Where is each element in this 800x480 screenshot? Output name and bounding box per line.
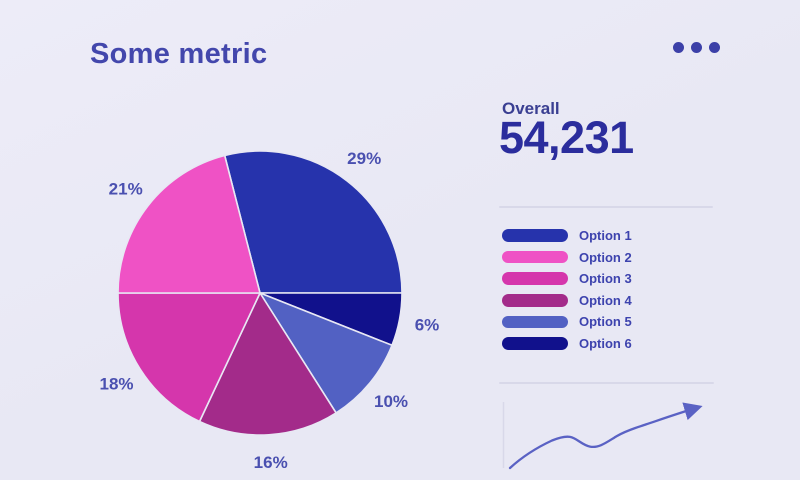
ellipsis-icon [709,42,720,53]
more-options-button[interactable] [671,40,722,55]
legend-swatch [502,337,568,350]
legend-swatch [502,315,568,329]
sparkline-path [508,402,703,470]
pie-slice-option-5[interactable] [258,291,394,415]
page-title: Some metric [90,38,268,70]
divider [499,382,714,384]
legend-item-option-6[interactable]: Option 6 [502,336,632,351]
pie-slice-option-3[interactable] [117,292,262,423]
pie-slice-option-4[interactable] [198,291,338,436]
ellipsis-icon [691,42,702,53]
legend-label: Option 5 [579,314,632,330]
legend-item-option-2[interactable]: Option 2 [502,250,632,265]
overall-value: 54,231 [499,112,634,163]
pie-slice-option-2[interactable] [117,154,262,294]
legend-swatch [502,229,568,242]
pie-data-label-option-2: 21% [109,179,143,198]
legend-item-option-5[interactable]: Option 5 [502,314,632,329]
ellipsis-icon [673,42,684,53]
pie-slice-option-1[interactable] [223,150,403,294]
legend: Option 1 Option 2 Option 3 Option 4 Opti… [502,228,632,351]
legend-label: Option 4 [579,292,632,308]
legend-item-option-3[interactable]: Option 3 [502,271,632,286]
pie-data-label-option-6: 6% [415,315,440,334]
legend-label: Option 6 [579,335,632,351]
pie-data-label-option-3: 18% [99,375,133,394]
trend-sparkline [502,402,703,470]
legend-item-option-4[interactable]: Option 4 [502,293,632,308]
legend-swatch [502,272,568,285]
pie-chart[interactable]: 29% 6% 10% 16% 18% 21% [55,140,465,480]
pie-data-label-option-1: 29% [347,149,381,168]
divider [499,206,713,208]
legend-label: Option 3 [579,271,632,287]
legend-item-option-1[interactable]: Option 1 [502,228,632,243]
pie-data-label-option-4: 16% [254,453,288,472]
legend-label: Option 1 [579,228,632,243]
legend-swatch [502,250,568,264]
pie-data-label-option-5: 10% [374,392,408,411]
legend-swatch [502,294,568,307]
overall-label: Overall [502,99,560,118]
legend-label: Option 2 [579,249,632,265]
